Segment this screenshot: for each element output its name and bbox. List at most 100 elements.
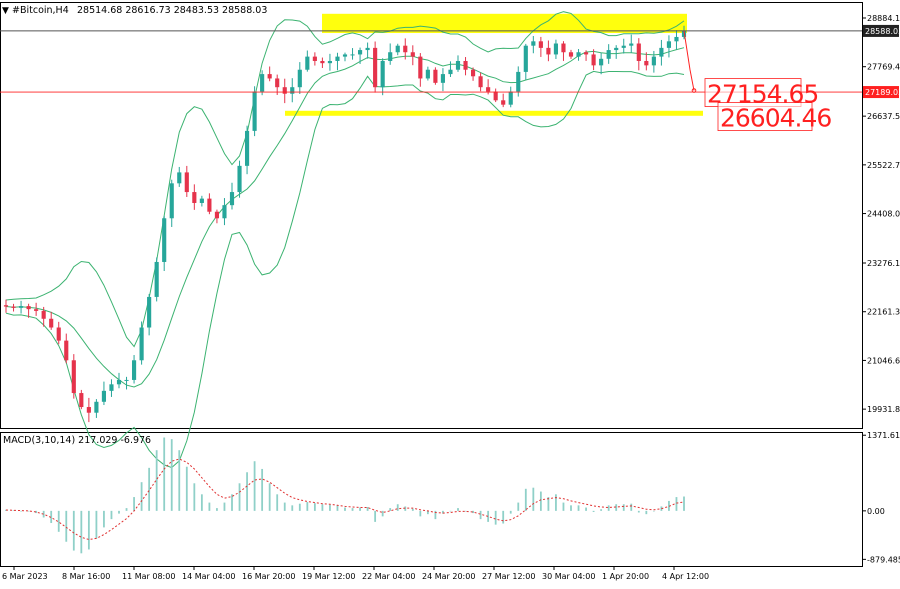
macd-histogram-bar [449,510,452,512]
macd-histogram-bar [216,508,218,511]
main-chart-frame [0,2,863,429]
macd-y-axis-tick-label: -879.485 [867,555,900,564]
macd-histogram-bar [291,505,294,511]
macd-histogram-bar [80,510,83,554]
candle-body [49,318,54,328]
x-axis-tick-label: 16 Mar 20:00 [242,572,295,581]
macd-histogram-bar [118,510,120,514]
candle-body [244,130,250,166]
candle-body [538,41,543,48]
candle-body [606,50,611,59]
macd-histogram-bar [95,510,98,539]
macd-y-axis-tick-label: 1371.617 [867,431,900,440]
candle-body [327,60,333,64]
candle-body [666,41,672,48]
macd-histogram-bar [148,467,151,511]
macd-histogram-bar [577,505,580,511]
macd-histogram-bar [404,506,407,511]
candle-body [79,393,84,408]
macd-histogram-bar [600,509,603,511]
macd-histogram-bar [464,510,467,512]
x-axis-tick-label: 14 Mar 04:00 [182,572,235,581]
candle-body [139,327,144,361]
macd-histogram-bar [607,505,610,511]
macd-histogram-bar [12,510,15,511]
candle-body [523,45,528,72]
header-symbol: #Bitcoin,H4 [12,5,69,16]
candle-body [636,43,641,61]
x-axis-tick-label: 19 Mar 12:00 [302,572,355,581]
candle-body [553,43,559,55]
candle-body [629,43,634,46]
candle-body [275,78,280,88]
level-price-tag-bg [863,86,899,99]
macd-histogram-bar [675,497,678,511]
macd-title: MACD(3,10,14) 217.029 -6.976 [3,435,151,446]
candle-body [229,192,235,206]
x-axis-tick-label: 22 Mar 04:00 [362,572,415,581]
candle-body [169,183,174,219]
y-axis-tick-label: 22161.35 [867,308,900,317]
macd-histogram-bar [502,510,505,524]
price-target-label: 26604.46 [720,104,831,133]
candle-body [335,56,340,61]
candle-body [546,47,551,55]
candle-body [418,56,423,79]
candle-body [583,52,589,55]
x-axis-tick-label: 30 Mar 04:00 [542,572,595,581]
macd-histogram-bar [494,510,497,525]
macd-histogram-bar [72,510,75,551]
candle-body [101,390,107,402]
y-axis-tick-label: 24408.00 [867,210,900,219]
macd-histogram-bar [125,508,128,511]
candle-body [116,379,122,385]
macd-histogram-bar [268,483,271,511]
macd-histogram-bar [359,507,361,511]
macd-histogram-bar [366,506,369,511]
current-price-tag-label: 28588.03 [865,27,900,36]
macd-histogram-bar [479,510,482,520]
macd-signal-line [5,458,685,541]
macd-histogram-bar [442,510,444,514]
candle-body [192,192,197,203]
candle-body [342,54,348,57]
y-axis-tick-label: 28884.15 [867,14,900,23]
x-axis-tick-label: 11 Mar 08:00 [122,572,175,581]
candle-body [568,52,574,57]
y-axis-tick-label: 26637.50 [867,112,900,121]
level-price-tag-label: 27189.03 [865,88,900,97]
macd-histogram-bar [170,439,173,511]
macd-histogram-bar [306,502,309,511]
macd-histogram-bar [200,494,203,511]
macd-histogram-bar [585,507,587,511]
candle-body [3,305,9,307]
price-target-box [704,78,802,107]
candle-body [621,45,626,48]
y-axis-tick-label: 25522.75 [867,161,900,170]
x-axis-tick-label: 27 Mar 12:00 [482,572,535,581]
header-triangle: ▼ [2,6,9,16]
candle-body [64,340,69,361]
macd-histogram-bar [389,508,392,511]
macd-histogram-bar [457,508,459,511]
projection-arrow-head [691,88,697,93]
price-target-box [717,102,813,131]
x-axis-tick-label: 6 Mar 2023 [2,572,48,581]
candle-body [614,47,619,51]
macd-histogram-bar [396,504,399,511]
bollinger-lower-band [5,70,685,469]
candle-body [470,69,476,77]
macd-histogram-bar [336,505,339,511]
macd-panel-frame [0,432,863,567]
candle-body [493,91,498,101]
level-price-tag: 27189.03 [863,86,900,99]
macd-histogram-bar [238,483,241,511]
candle-body [561,43,566,53]
candle-body [651,56,656,66]
macd-histogram-bar [65,510,68,542]
x-axis-tick-label: 1 Apr 20:00 [602,572,649,581]
macd-histogram-bar [622,504,625,511]
macd-histogram-bar [133,497,135,511]
